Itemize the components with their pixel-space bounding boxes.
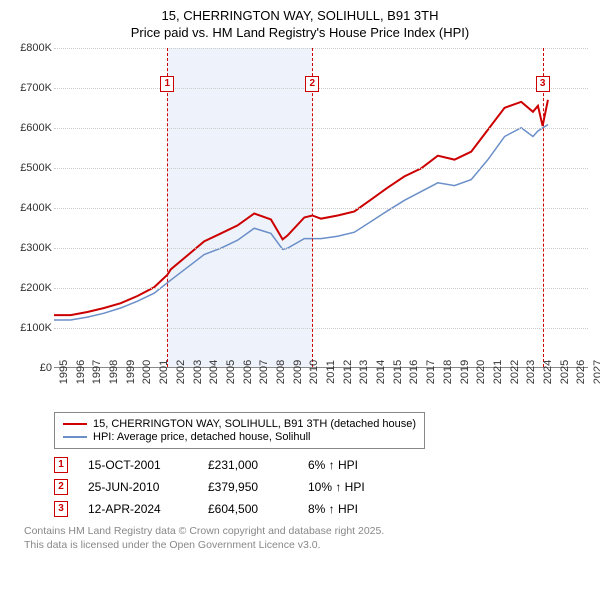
x-tick-label: 2022 (509, 360, 521, 384)
gridline (54, 328, 588, 329)
transaction-row: 2 25-JUN-2010 £379,950 10% ↑ HPI (54, 479, 588, 495)
x-tick-label: 2019 (459, 360, 471, 384)
y-tick-label: £600K (20, 122, 52, 134)
transactions-table: 1 15-OCT-2001 £231,000 6% ↑ HPI 2 25-JUN-2010… (54, 457, 588, 517)
transaction-date: 15-OCT-2001 (88, 458, 188, 472)
y-tick-label: £100K (20, 322, 52, 334)
y-tick-label: £500K (20, 162, 52, 174)
legend-item: 15, CHERRINGTON WAY, SOLIHULL, B91 3TH (… (63, 418, 416, 430)
x-tick-label: 2007 (258, 360, 270, 384)
x-tick-label: 2008 (275, 360, 287, 384)
x-tick-label: 2005 (225, 360, 237, 384)
x-tick-label: 2023 (525, 360, 537, 384)
x-tick-label: 2004 (208, 360, 220, 384)
y-tick-label: £400K (20, 202, 52, 214)
x-tick-label: 2013 (358, 360, 370, 384)
x-tick-label: 2011 (325, 360, 337, 384)
x-tick-label: 2017 (425, 360, 437, 384)
attribution-line: Contains HM Land Registry data © Crown c… (24, 525, 588, 539)
gridline (54, 168, 588, 169)
x-tick-label: 2003 (192, 360, 204, 384)
transaction-diff: 10% ↑ HPI (308, 480, 398, 494)
x-tick-label: 1995 (58, 360, 70, 384)
x-tick-label: 2021 (492, 360, 504, 384)
x-tick-label: 2009 (292, 360, 304, 384)
x-tick-label: 2026 (575, 360, 587, 384)
x-tick-label: 2015 (392, 360, 404, 384)
x-tick-label: 2020 (475, 360, 487, 384)
y-tick-label: £0 (40, 362, 52, 374)
x-tick-label: 2018 (442, 360, 454, 384)
transaction-row: 1 15-OCT-2001 £231,000 6% ↑ HPI (54, 457, 588, 473)
chart-subtitle: Price paid vs. HM Land Registry's House … (12, 25, 588, 40)
x-tick-label: 2012 (342, 360, 354, 384)
gridline (54, 128, 588, 129)
x-tick-label: 2014 (375, 360, 387, 384)
x-axis: 1995199619971998199920002001200220032004… (54, 368, 588, 408)
attribution: Contains HM Land Registry data © Crown c… (24, 525, 588, 552)
marker-line (312, 48, 313, 367)
marker-box: 2 (305, 76, 319, 92)
gridline (54, 48, 588, 49)
transaction-diff: 6% ↑ HPI (308, 458, 398, 472)
y-tick-label: £300K (20, 242, 52, 254)
marker-box: 3 (536, 76, 550, 92)
chart-title: 15, CHERRINGTON WAY, SOLIHULL, B91 3TH (12, 8, 588, 23)
legend-swatch (63, 423, 87, 425)
transaction-marker: 3 (54, 501, 68, 517)
gridline (54, 88, 588, 89)
x-tick-label: 1998 (108, 360, 120, 384)
transaction-date: 12-APR-2024 (88, 502, 188, 516)
transaction-price: £604,500 (208, 502, 288, 516)
transaction-price: £231,000 (208, 458, 288, 472)
x-tick-label: 2027 (592, 360, 600, 384)
transaction-marker: 2 (54, 479, 68, 495)
marker-line (167, 48, 168, 367)
x-tick-label: 2025 (559, 360, 571, 384)
legend-label: 15, CHERRINGTON WAY, SOLIHULL, B91 3TH (… (93, 418, 416, 430)
y-tick-label: £200K (20, 282, 52, 294)
marker-box: 1 (160, 76, 174, 92)
x-tick-label: 2024 (542, 360, 554, 384)
legend-swatch (63, 436, 87, 438)
chart-container: 15, CHERRINGTON WAY, SOLIHULL, B91 3TH P… (0, 0, 600, 560)
gridline (54, 248, 588, 249)
legend: 15, CHERRINGTON WAY, SOLIHULL, B91 3TH (… (54, 412, 425, 449)
x-tick-label: 2006 (242, 360, 254, 384)
x-tick-label: 1997 (91, 360, 103, 384)
transaction-diff: 8% ↑ HPI (308, 502, 398, 516)
transaction-date: 25-JUN-2010 (88, 480, 188, 494)
attribution-line: This data is licensed under the Open Gov… (24, 539, 588, 553)
transaction-price: £379,950 (208, 480, 288, 494)
transaction-marker: 1 (54, 457, 68, 473)
x-tick-label: 2000 (141, 360, 153, 384)
x-tick-label: 2010 (308, 360, 320, 384)
x-tick-label: 1999 (125, 360, 137, 384)
y-axis: £0£100K£200K£300K£400K£500K£600K£700K£80… (12, 48, 54, 368)
x-tick-label: 2002 (175, 360, 187, 384)
gridline (54, 288, 588, 289)
legend-item: HPI: Average price, detached house, Soli… (63, 431, 416, 443)
y-tick-label: £800K (20, 42, 52, 54)
legend-label: HPI: Average price, detached house, Soli… (93, 431, 311, 443)
x-tick-label: 1996 (75, 360, 87, 384)
gridline (54, 208, 588, 209)
marker-line (543, 48, 544, 367)
plot-area: 1 2 3 (54, 48, 588, 368)
x-tick-label: 2016 (408, 360, 420, 384)
transaction-row: 3 12-APR-2024 £604,500 8% ↑ HPI (54, 501, 588, 517)
y-tick-label: £700K (20, 82, 52, 94)
chart-area: £0£100K£200K£300K£400K£500K£600K£700K£80… (12, 48, 588, 408)
x-tick-label: 2001 (158, 360, 170, 384)
